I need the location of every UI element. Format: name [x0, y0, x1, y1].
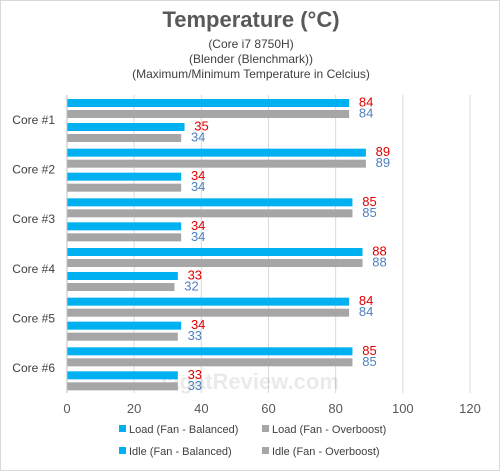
data-label: 34 [191, 179, 205, 194]
data-label: 84 [359, 293, 373, 308]
chart-title: Temperature (°C) [162, 7, 340, 32]
bar [67, 183, 182, 192]
chart-subtitle-2: (Blender (Blenchmark)) [188, 52, 314, 66]
legend-swatch [119, 447, 126, 454]
bar [67, 259, 363, 267]
legend-swatch [262, 447, 269, 454]
legend-label: Idle (Fan - Overboost) [272, 446, 380, 458]
legend-label: Load (Fan - Overboost) [272, 424, 386, 436]
data-label: 85 [362, 205, 376, 220]
category-label: Core #4 [12, 262, 55, 276]
bar [67, 148, 366, 157]
bar [67, 123, 185, 131]
data-label: 33 [188, 378, 202, 393]
data-label: 34 [191, 317, 205, 332]
data-label: 89 [376, 144, 390, 159]
bar [67, 248, 363, 256]
bar [67, 358, 353, 367]
bar [67, 233, 182, 242]
data-label: 34 [191, 218, 205, 233]
bar [67, 198, 353, 207]
data-label: 34 [191, 229, 205, 244]
bar [67, 347, 353, 356]
x-tick-label: 0 [63, 401, 70, 416]
data-label: 34 [191, 168, 205, 183]
data-label: 34 [191, 130, 205, 145]
bar [67, 222, 182, 231]
data-label: 33 [188, 367, 202, 382]
category-label: Core #3 [12, 212, 55, 226]
data-label: 84 [359, 106, 373, 121]
bar [67, 272, 178, 280]
x-tick-label: 80 [328, 401, 342, 416]
bar [67, 209, 353, 218]
legend-label: Idle (Fan - Balanced) [129, 446, 232, 458]
x-tick-label: 100 [392, 401, 414, 416]
category-label: Core #1 [12, 113, 55, 127]
data-label: 85 [362, 194, 376, 209]
bar [67, 332, 178, 341]
x-tick-label: 20 [127, 401, 141, 416]
bar [67, 134, 182, 142]
data-label: 88 [372, 255, 386, 270]
x-tick-label: 40 [194, 401, 208, 416]
bar [67, 297, 350, 306]
bar [67, 172, 182, 181]
x-tick-label: 120 [459, 401, 481, 416]
watermark-logo: JagatReview.com [155, 369, 339, 394]
legend-swatch [119, 425, 126, 432]
data-label: 85 [362, 343, 376, 358]
bar [67, 382, 178, 391]
bar [67, 159, 366, 168]
data-label: 35 [194, 119, 208, 134]
bar [67, 99, 350, 107]
category-label: Core #6 [12, 361, 55, 375]
data-label: 89 [376, 155, 390, 170]
x-tick-label: 60 [261, 401, 275, 416]
bar [67, 321, 182, 330]
data-label: 33 [188, 268, 202, 283]
bar [67, 371, 178, 380]
data-label: 84 [359, 95, 373, 110]
data-label: 33 [188, 328, 202, 343]
chart-subtitle-1: (Core i7 8750H) [208, 37, 294, 51]
legend-swatch [262, 425, 269, 432]
chart-subtitle-3: (Maximum/Minimum Temperature in Celcius) [132, 67, 370, 81]
category-label: Core #5 [12, 312, 55, 326]
data-label: 32 [184, 279, 198, 294]
bar [67, 283, 175, 291]
data-label: 85 [362, 354, 376, 369]
legend-label: Load (Fan - Balanced) [129, 424, 238, 436]
category-label: Core #2 [12, 163, 55, 177]
bar [67, 308, 350, 317]
bar [67, 110, 350, 118]
data-label: 84 [359, 304, 373, 319]
data-label: 88 [372, 244, 386, 259]
